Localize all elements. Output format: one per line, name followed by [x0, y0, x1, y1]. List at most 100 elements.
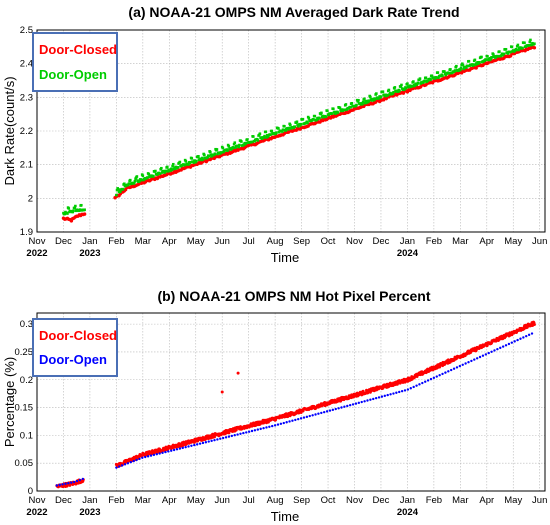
data-point-door-open [357, 98, 360, 102]
data-point-door-open [452, 367, 456, 370]
panel-a: (a) NOAA-21 OMPS NM Averaged Dark Rate T… [2, 4, 547, 265]
data-point-door-open [301, 117, 305, 121]
data-point-door-open [195, 159, 198, 163]
x-tick-label: Jan [400, 236, 415, 247]
data-point-door-open [251, 135, 255, 138]
data-point-door-open [232, 142, 236, 146]
data-point-door-open [510, 341, 514, 344]
data-point-door-open [418, 77, 422, 80]
data-point-door-open [282, 421, 285, 425]
data-point-door-open [392, 392, 395, 395]
data-point-door-open [227, 435, 231, 438]
data-point-door-open [408, 85, 411, 89]
data-point-door-open [297, 417, 300, 421]
data-point-door-open [305, 415, 309, 419]
data-point-door-open [250, 140, 254, 144]
data-point-door-open [398, 390, 401, 394]
data-point-door-open [127, 182, 131, 185]
data-point-door-open [346, 404, 349, 408]
data-point-door-open [178, 160, 182, 164]
data-point-door-open [339, 109, 343, 113]
data-point-door-open [265, 133, 269, 137]
data-point-door-open [253, 140, 256, 143]
data-point-door-open [173, 167, 177, 170]
x-tick-label: Apr [479, 236, 494, 247]
data-point-door-open [140, 178, 143, 182]
data-point-door-closed [381, 386, 385, 390]
data-point-door-open [481, 354, 485, 357]
data-point-door-open [307, 116, 311, 120]
data-point-door-open [444, 371, 447, 374]
data-point-door-open [429, 78, 432, 82]
data-point-door-open [516, 43, 520, 47]
data-point-door-open [406, 82, 409, 85]
data-point-door-open [193, 443, 196, 447]
data-point-door-open [161, 451, 164, 455]
data-point-door-open [432, 376, 436, 380]
x-tick-label: Jul [243, 236, 255, 247]
data-point-door-open [415, 384, 418, 387]
data-point-door-open [392, 90, 395, 94]
data-point-door-open [152, 175, 155, 178]
data-point-door-open [234, 146, 237, 149]
data-point-door-open [363, 101, 367, 105]
panel-b-ylabel: Percentage (%) [2, 357, 17, 447]
data-point-door-open [83, 208, 86, 212]
data-point-door-open [478, 355, 482, 359]
data-point-door-open [421, 381, 424, 385]
data-point-door-open [209, 150, 212, 154]
data-point-door-open [381, 90, 385, 93]
data-point-door-open [232, 146, 235, 149]
data-point-door-open [138, 457, 141, 461]
data-point-door-open [333, 110, 336, 114]
data-point-door-open [203, 153, 206, 157]
data-point-door-open [207, 154, 211, 158]
panel-a-xlabel: Time [271, 250, 299, 265]
data-point-door-open [184, 445, 187, 449]
data-point-door-open [357, 401, 361, 405]
data-point-door-open [462, 67, 465, 71]
data-point-door-open [373, 97, 377, 100]
data-point-door-open [530, 43, 534, 47]
data-point-door-open [344, 103, 348, 106]
data-point-door-open [215, 148, 219, 151]
data-point-door-open [201, 156, 204, 160]
x-tick-label: Aug [267, 236, 284, 247]
data-point-door-open [265, 426, 268, 429]
data-point-door-open [424, 76, 428, 80]
x-tick-label: Jul [243, 495, 255, 506]
data-point-door-open [171, 164, 174, 168]
data-point-door-open [236, 433, 239, 436]
y-tick-label: 2.3 [20, 92, 33, 103]
data-point-door-open [492, 53, 495, 56]
data-point-door-open [458, 364, 462, 368]
data-point-door-open [209, 153, 213, 157]
y-tick-label: 0.05 [15, 458, 34, 469]
x-tick-label: Oct [321, 495, 336, 506]
data-point-door-open [146, 176, 149, 179]
data-point-door-open [149, 454, 153, 457]
data-point-door-open [363, 400, 366, 403]
data-point-door-open [80, 203, 83, 207]
data-point-door-open [455, 366, 459, 369]
data-point-door-open [313, 114, 317, 118]
data-point-door-open [510, 45, 514, 49]
data-point-door-open [320, 111, 323, 115]
data-point-door-open [141, 456, 144, 460]
panel-a-data [61, 38, 537, 223]
data-point-door-open [490, 350, 493, 353]
panel-b-ticks: Nov Dec Jan Feb Mar Apr May Jun Jul Aug Sep Oct Nov D… [15, 319, 548, 518]
data-point-door-open [64, 482, 67, 485]
data-point-door-open [166, 165, 169, 169]
data-point-door-open [269, 133, 272, 137]
x-tick-label: Sep [293, 236, 310, 247]
data-point-door-open [263, 134, 266, 138]
data-point-door-open [374, 396, 378, 400]
data-point-door-open [398, 89, 401, 93]
data-point-door-open [484, 58, 488, 61]
x-tick-label: Feb [108, 495, 124, 506]
year-label: 2023 [79, 507, 100, 518]
panel-a-grid [37, 30, 545, 232]
data-point-door-open [423, 79, 426, 83]
data-point-door-open [115, 466, 118, 469]
